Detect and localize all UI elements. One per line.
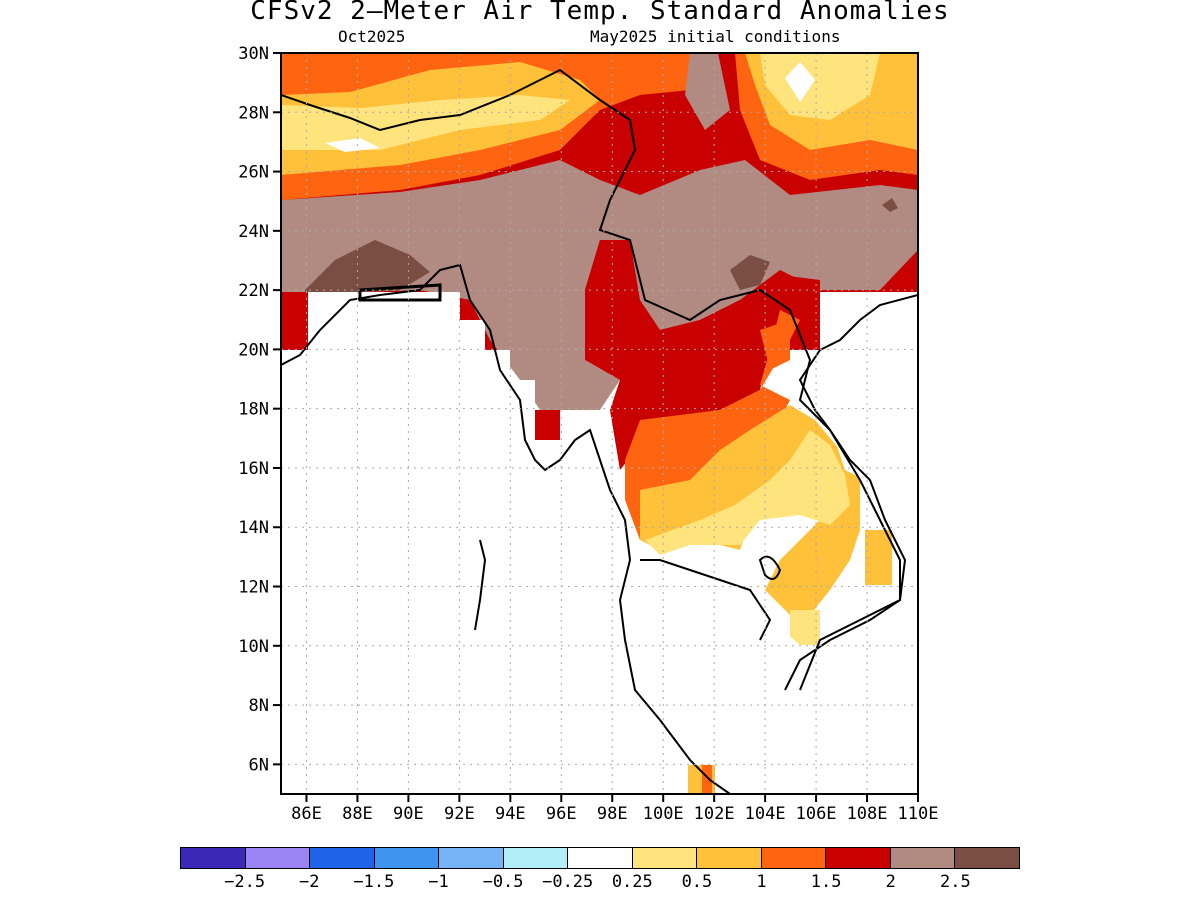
x-tick-label: 94E bbox=[495, 804, 526, 824]
colorbar-label: −1.5 bbox=[353, 872, 395, 892]
x-tick-label: 106E bbox=[796, 804, 837, 824]
y-tick-label: 26N bbox=[238, 163, 269, 183]
x-tick-label: 98E bbox=[597, 804, 628, 824]
colorbar-swatch bbox=[181, 848, 246, 868]
coastline-gulf bbox=[640, 559, 772, 641]
y-tick-label: 16N bbox=[238, 459, 269, 479]
colorbar-swatch bbox=[374, 848, 440, 868]
y-tick-label: 28N bbox=[238, 103, 269, 123]
anomaly-region-2-5 bbox=[281, 160, 918, 410]
anomaly-region-2-5-top bbox=[685, 53, 730, 130]
y-tick-label: 22N bbox=[238, 281, 269, 301]
anomaly-region-1-5-east bbox=[760, 320, 790, 370]
colorbar-label: 1.5 bbox=[810, 872, 842, 892]
anomaly-fill-layer bbox=[281, 53, 918, 794]
subtitle-month: Oct2025 bbox=[338, 27, 406, 46]
x-tick-label: 88E bbox=[342, 804, 373, 824]
x-tick-label: 104E bbox=[745, 804, 786, 824]
colorbar-swatch bbox=[890, 848, 956, 868]
y-tick-label: 12N bbox=[238, 578, 269, 598]
y-tick-label: 6N bbox=[249, 755, 269, 775]
y-tick-label: 30N bbox=[238, 44, 269, 64]
x-tick-label: 100E bbox=[643, 804, 684, 824]
colorbar-swatch bbox=[955, 848, 1019, 868]
x-axis: 86E 88E 90E 92E 94E 96E 98E 100E 102E 104E 106E 108… bbox=[291, 794, 938, 824]
anomaly-region-2-west bbox=[281, 308, 308, 350]
colorbar-label: −1 bbox=[428, 872, 449, 892]
x-tick-label: 86E bbox=[291, 804, 322, 824]
anomaly-region-2-south bbox=[535, 410, 560, 440]
colorbar-swatch bbox=[761, 848, 827, 868]
border-line bbox=[281, 68, 901, 691]
grid bbox=[281, 53, 919, 794]
colorbar-swatch bbox=[697, 848, 762, 868]
anomaly-region-0-5-nw bbox=[281, 95, 570, 150]
y-tick-label: 24N bbox=[238, 222, 269, 242]
x-tick-label: 90E bbox=[393, 804, 424, 824]
anomaly-region-1-5-peninsula-top bbox=[702, 765, 712, 794]
anomaly-region-0-5-ne bbox=[760, 53, 880, 120]
colorbar-label: −2.5 bbox=[224, 872, 266, 892]
x-tick-label: 92E bbox=[444, 804, 475, 824]
map-frame bbox=[280, 52, 919, 795]
coastline-east bbox=[784, 294, 918, 691]
anomaly-region-3-east bbox=[730, 255, 770, 290]
colorbar-swatch bbox=[310, 848, 375, 868]
anomaly-region-neutral-ne bbox=[785, 62, 815, 102]
colorbar-label: 0.25 bbox=[611, 872, 653, 892]
y-tick-label: 8N bbox=[249, 696, 269, 716]
y-tick-label: 20N bbox=[238, 340, 269, 360]
anomaly-region-3-west bbox=[305, 240, 430, 292]
y-tick-label: 14N bbox=[238, 518, 269, 538]
anomaly-region-0-5-south bbox=[645, 430, 850, 555]
colorbar-label: 2.5 bbox=[940, 872, 971, 892]
subtitle-initial-conditions: May2025 initial conditions bbox=[590, 27, 841, 46]
tonle-sap-lake bbox=[758, 555, 782, 580]
anomaly-region-3-small bbox=[882, 198, 898, 212]
colorbar-swatch bbox=[503, 848, 569, 868]
masked-region-east bbox=[790, 292, 918, 530]
anomaly-region-1-east bbox=[865, 530, 892, 585]
colorbar-label: 1 bbox=[756, 872, 767, 892]
chart-title: CFSv2 2–Meter Air Temp. Standard Anomali… bbox=[250, 0, 950, 26]
x-tick-label: 96E bbox=[546, 804, 577, 824]
colorbar-label: −0.5 bbox=[482, 872, 524, 892]
x-tick-label: 108E bbox=[847, 804, 888, 824]
coastline-west bbox=[281, 263, 731, 794]
anomaly-region-neutral-nw bbox=[325, 138, 380, 152]
y-tick-label: 18N bbox=[238, 400, 269, 420]
y-tick-label: 10N bbox=[238, 637, 269, 657]
anomaly-region-0-5-mekong bbox=[790, 610, 820, 645]
colorbar bbox=[180, 847, 1020, 869]
colorbar-label: 0.5 bbox=[681, 872, 713, 892]
ganges-delta bbox=[358, 283, 442, 302]
coastlines bbox=[281, 68, 918, 794]
anomaly-region-2-central bbox=[585, 240, 820, 470]
masked-region bbox=[281, 292, 918, 794]
colorbar-label: −0.25 bbox=[542, 872, 594, 892]
colorbar-swatch bbox=[439, 848, 504, 868]
colorbar-swatch bbox=[245, 848, 311, 868]
colorbar-swatch bbox=[568, 848, 633, 868]
andaman-islands bbox=[474, 539, 487, 631]
y-axis: 30N 28N 26N 24N 22N 20N 18N 16N 14N 12N 10N 8N 6N bbox=[238, 44, 281, 775]
colorbar-label: −2 bbox=[298, 872, 320, 892]
x-tick-label: 110E bbox=[898, 804, 939, 824]
anomaly-region-1-5-south bbox=[625, 310, 800, 540]
colorbar-label: 2 bbox=[885, 872, 896, 892]
colorbar-swatch bbox=[632, 848, 698, 868]
colorbar-swatch bbox=[826, 848, 891, 868]
x-tick-label: 102E bbox=[694, 804, 735, 824]
